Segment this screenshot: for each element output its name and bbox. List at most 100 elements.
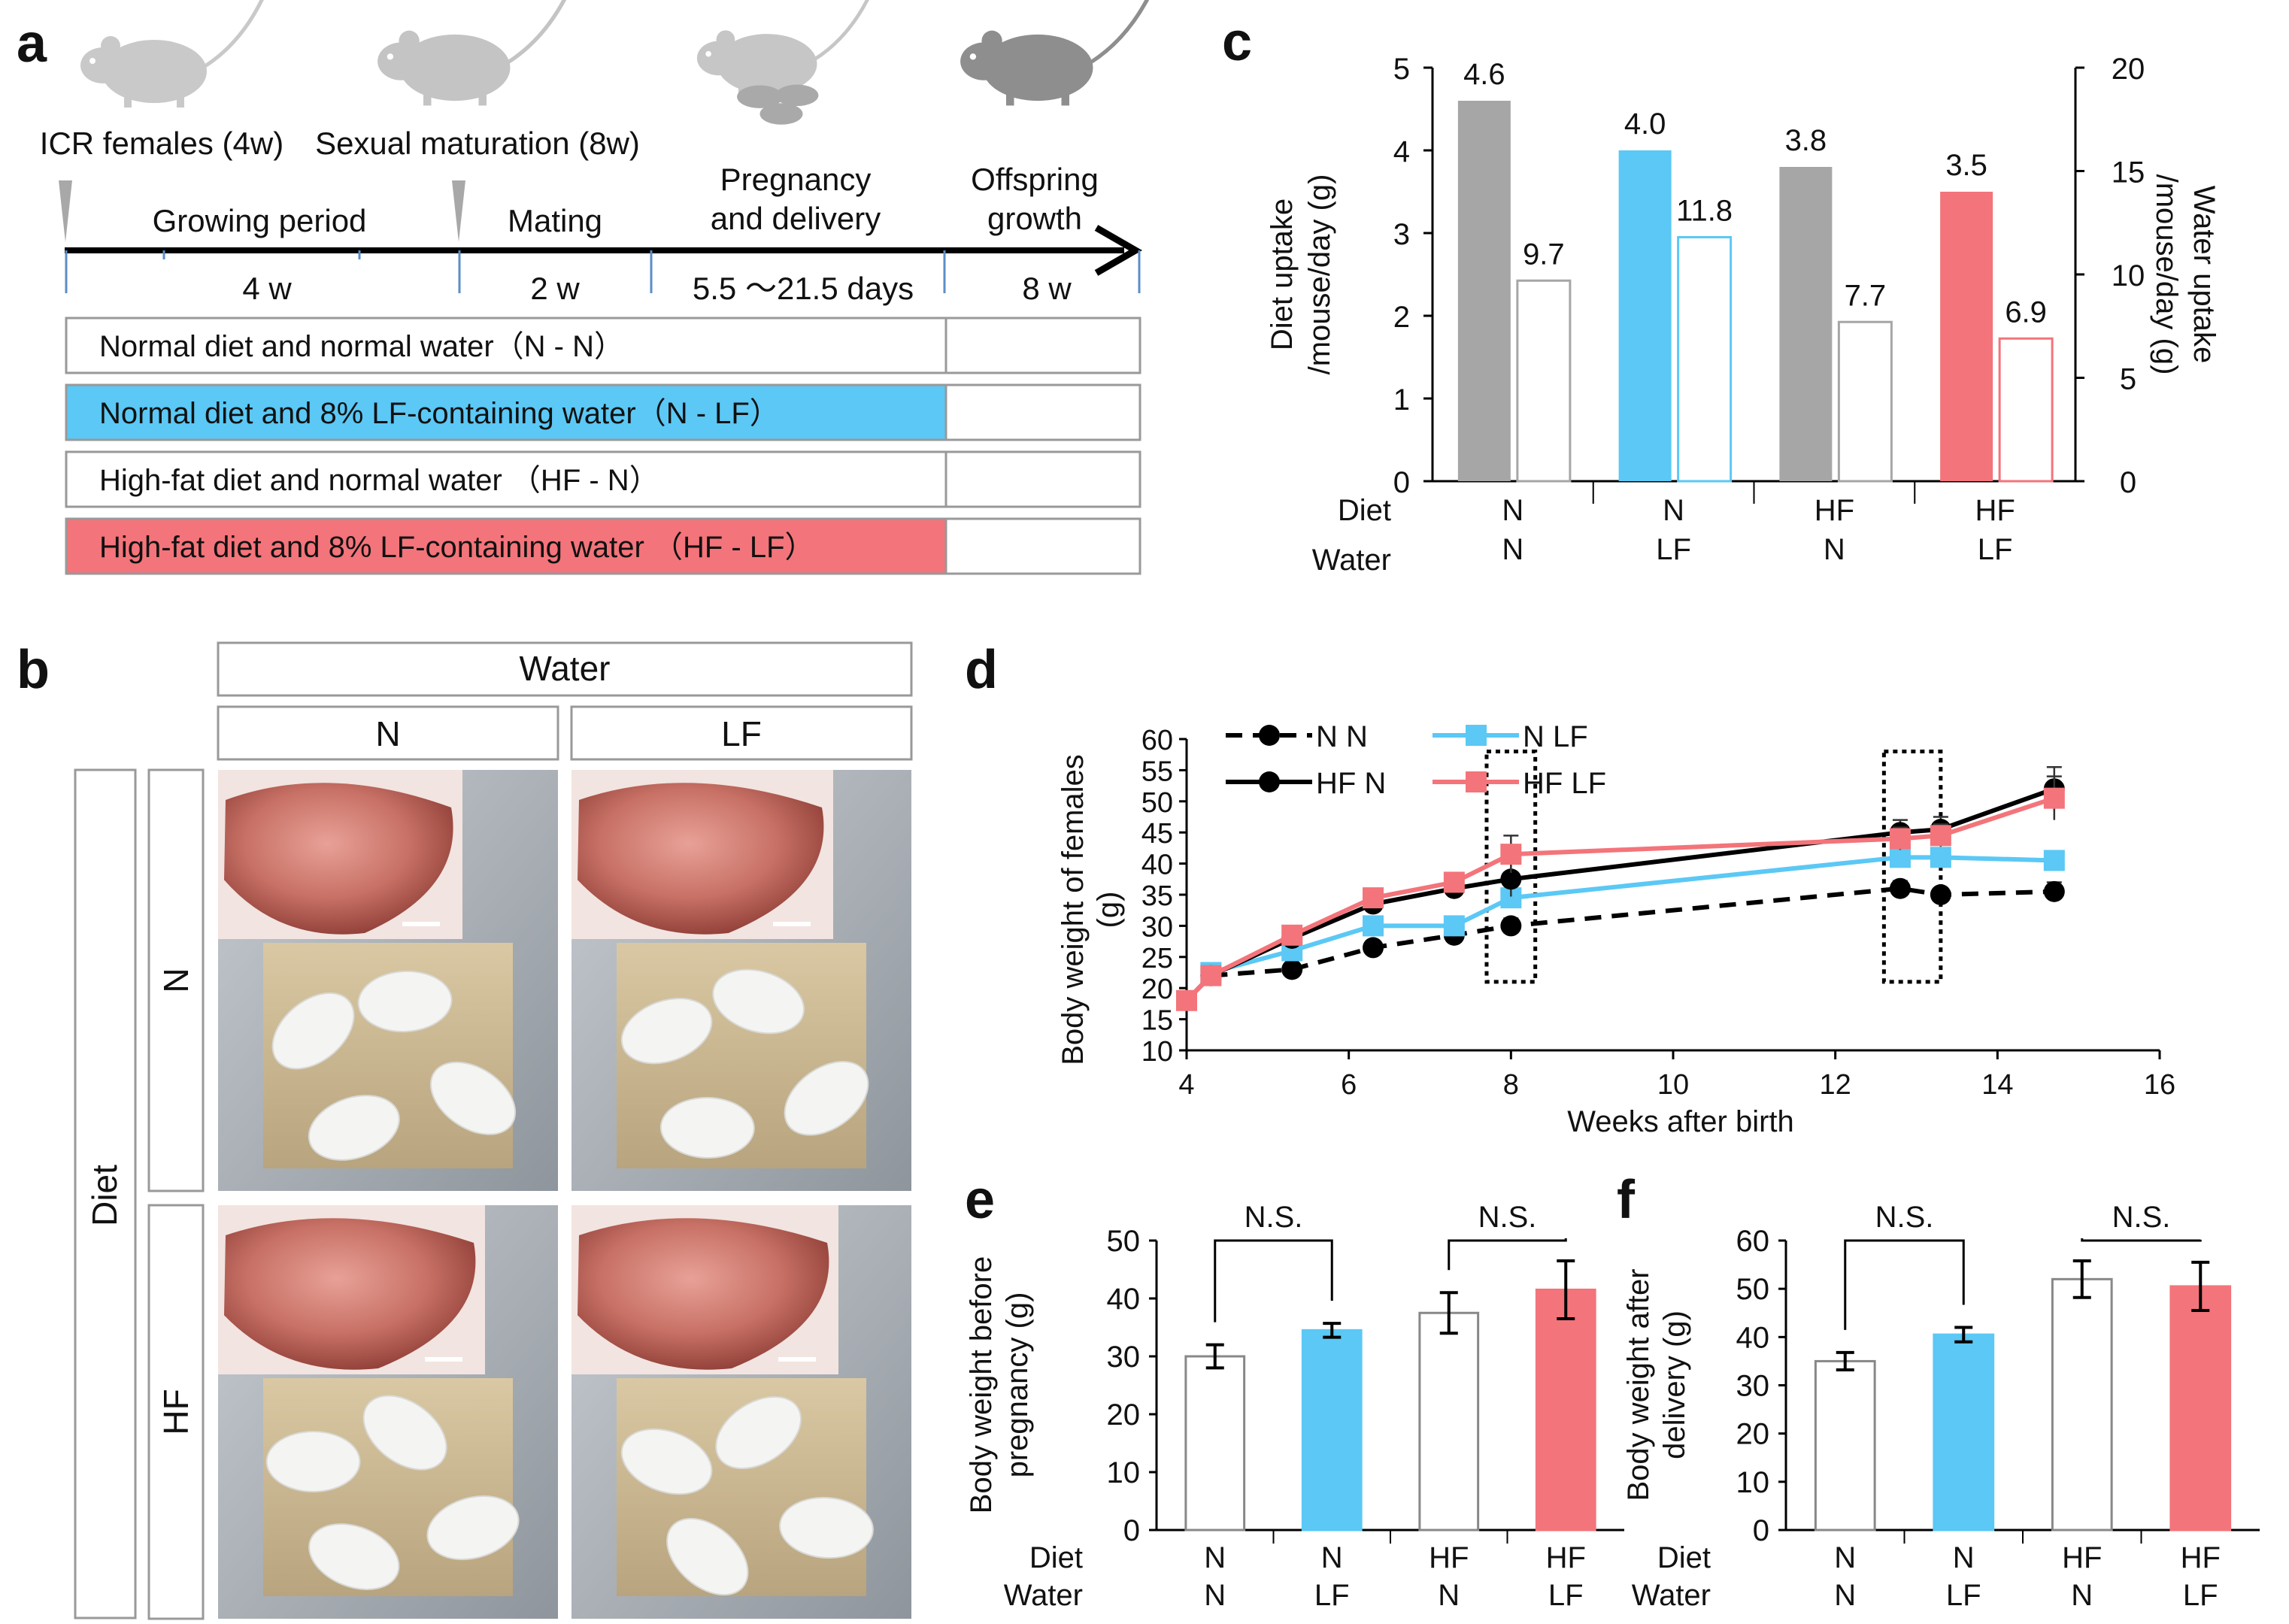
row-label-diet: Diet [1338, 494, 1391, 527]
x-label-diet: HF [1429, 1541, 1469, 1574]
right-tick-label: 5 [2120, 363, 2136, 396]
stage-label-icr: ICR females (4w) [40, 126, 283, 161]
diet-row-header-box [147, 768, 205, 1192]
water-uptake-label: 11.8 [1676, 195, 1733, 228]
data-point [1176, 989, 1197, 1011]
stage-label-maturation: Sexual maturation (8w) [315, 126, 640, 161]
x-label-water: LF [1656, 533, 1691, 566]
left-tick-label: 2 [1393, 301, 1410, 334]
y-tick-label: 50 [1736, 1273, 1770, 1306]
bar [1933, 1333, 1995, 1532]
y-tick-label: 0 [1753, 1514, 1769, 1547]
timeline-arrowhead [1094, 225, 1143, 276]
right-tick-label: 10 [2112, 259, 2145, 292]
photos [218, 770, 911, 1619]
x-label-diet: N [1834, 1541, 1856, 1574]
data-point [1443, 915, 1465, 937]
water-column-header-box [570, 705, 913, 761]
mouse-icon [80, 0, 264, 108]
bar [1418, 1311, 1480, 1532]
significance-bracket [1844, 1239, 1965, 1330]
significance-label: N.S. [2112, 1201, 2171, 1234]
liver-and-mice-photo-HF-LF [571, 1205, 911, 1619]
y-tick-label: 50 [1141, 787, 1173, 819]
x-label-water: N [1204, 1579, 1226, 1612]
group-label-hf-lf: High-fat diet and 8% LF-containing water… [99, 531, 815, 564]
y-tick-label: 40 [1107, 1283, 1141, 1316]
y-axis-title-right-line-1: Water uptake [2187, 186, 2221, 363]
x-label-water: LF [1978, 533, 2013, 566]
water-uptake-label: 9.7 [1523, 238, 1565, 271]
data-point [1500, 915, 1522, 937]
y-axis-title-left-line-2: /mouse/day (g) [1303, 174, 1336, 375]
diet-row-n: N [156, 968, 196, 992]
liver-and-mice-photo-N-N [218, 770, 558, 1191]
water-header-box [217, 641, 913, 697]
x-label-water: LF [2183, 1579, 2218, 1612]
y-tick-label: 50 [1107, 1225, 1141, 1258]
row-label-diet: Diet [1029, 1541, 1083, 1574]
x-label-diet: HF [1546, 1541, 1586, 1574]
legend-marker [1466, 771, 1487, 792]
group-label-n-lf: Normal diet and 8% LF-containing water（N… [99, 397, 780, 430]
data-point [2043, 850, 2065, 871]
diet-uptake-label: 3.8 [1785, 124, 1827, 157]
data-point [1930, 884, 1951, 905]
row-label-water: Water [1004, 1579, 1083, 1612]
data-point [1930, 847, 1951, 868]
right-tick-label: 0 [2120, 466, 2136, 499]
left-tick-label: 4 [1393, 135, 1410, 168]
data-point [1889, 847, 1911, 868]
group-label-hf-n: High-fat diet and normal water （HF - N） [99, 464, 659, 497]
period-name-4-line-1: Offspring [971, 162, 1099, 197]
bar-water-uptake [1516, 279, 1572, 483]
significance-label: N.S. [1478, 1201, 1537, 1234]
x-tick-label: 8 [1503, 1069, 1519, 1101]
bar-diet-uptake [1940, 192, 1993, 481]
diet-header-box [74, 768, 137, 1619]
y-tick-label: 55 [1141, 756, 1173, 787]
legend-marker [1259, 771, 1280, 792]
y-tick-label: 10 [1107, 1456, 1141, 1489]
y-tick-label: 45 [1141, 818, 1173, 850]
data-point [2043, 787, 2065, 809]
period-name-2: Mating [508, 203, 602, 238]
data-point [1500, 844, 1522, 865]
diet-header: Diet [85, 1165, 124, 1226]
group-row: High-fat diet and 8% LF-containing water… [65, 517, 1141, 575]
left-tick-label: 0 [1393, 466, 1410, 499]
x-label-water: N [1438, 1579, 1460, 1612]
period-name-3-line-1: Pregnancy [720, 162, 872, 197]
group-row: High-fat diet and normal water （HF - N） [65, 450, 1141, 508]
y-tick-label: 30 [1736, 1370, 1770, 1403]
data-point [1281, 959, 1303, 980]
start-marker [452, 180, 465, 242]
group-row: Normal diet and 8% LF-containing water（N… [65, 383, 1141, 441]
water-column-n: N [375, 714, 400, 753]
y-axis-title-left-line-1: Diet uptake [1266, 198, 1299, 350]
y-axis-title-right-line-2: /mouse/day (g) [2150, 174, 2183, 375]
bar-water-uptake [1998, 337, 2054, 483]
y-tick-label: 40 [1141, 850, 1173, 881]
x-tick-label: 10 [1657, 1069, 1689, 1101]
data-point [1500, 868, 1522, 890]
left-tick-label: 3 [1393, 218, 1410, 251]
legend-label: N N [1316, 720, 1368, 753]
y-tick-label: 30 [1107, 1341, 1141, 1374]
mouse-icons [80, 0, 1150, 125]
diet-uptake-label: 3.5 [1945, 149, 1987, 182]
panel-letter-d: d [965, 640, 998, 700]
y-axis-title-line-1: Body weight of females [1057, 754, 1090, 1065]
water-column-header-box [217, 705, 559, 761]
x-label-diet: N [1663, 494, 1684, 527]
y-tick-label: 40 [1736, 1321, 1770, 1354]
data-point [1281, 924, 1303, 946]
data-point [1930, 825, 1951, 847]
data-point [1363, 915, 1384, 937]
water-header: Water [520, 649, 611, 688]
panel-letter-c: c [1222, 12, 1252, 72]
y-axis-title-line-2: (g) [1092, 892, 1125, 929]
significance-bracket [1448, 1238, 1567, 1271]
y-tick-label: 30 [1141, 911, 1173, 943]
